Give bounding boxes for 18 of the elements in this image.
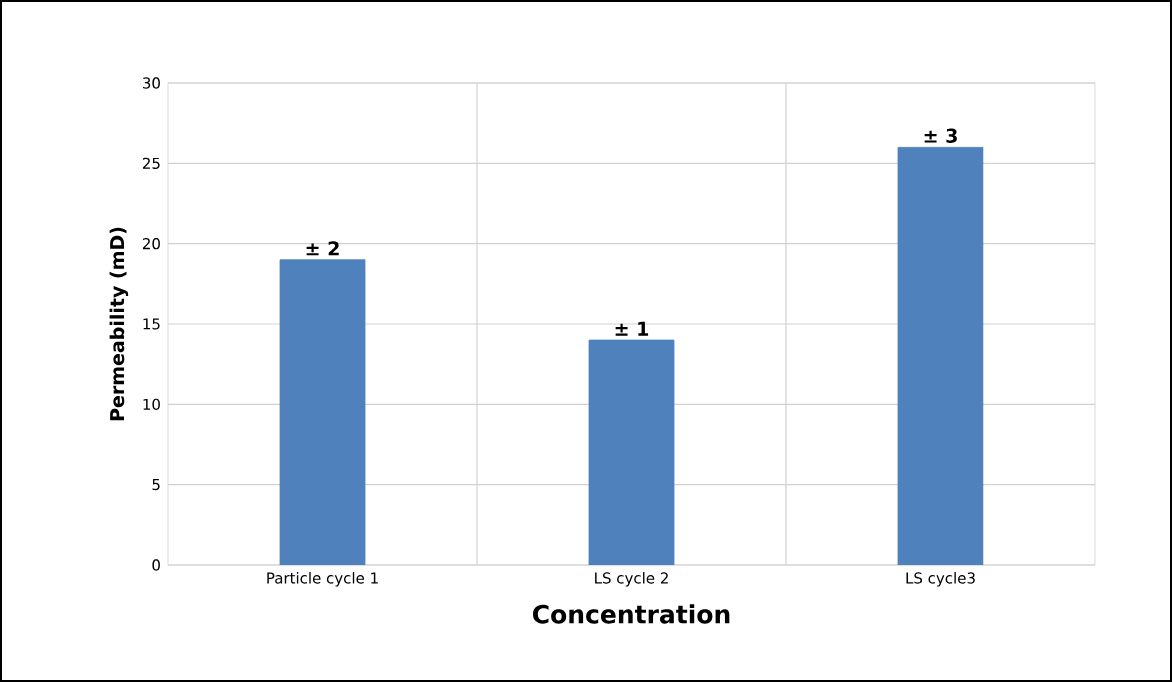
x-axis-title: Concentration xyxy=(532,604,730,624)
annotation: ± 1 xyxy=(615,321,649,336)
bar xyxy=(588,339,675,565)
y-tick-label: 10 xyxy=(143,398,160,411)
y-axis-title: Permeability (mD) xyxy=(109,227,129,421)
y-tick-label: 30 xyxy=(142,77,160,89)
x-tick-label: LS cycle 2 xyxy=(595,572,668,587)
annotation: ± 3 xyxy=(924,128,957,143)
annotation: ± 2 xyxy=(306,241,339,256)
y-tick-label: 15 xyxy=(143,318,160,330)
y-tick-label: 0 xyxy=(152,559,160,571)
bar xyxy=(897,146,984,565)
x-tick-label: Particle cycle 1 xyxy=(267,572,378,587)
bar xyxy=(279,259,366,565)
x-tick-label: LS cycle3 xyxy=(906,572,975,587)
y-tick-label: 25 xyxy=(142,157,160,170)
y-tick-label: 5 xyxy=(152,479,160,491)
y-tick-label: 20 xyxy=(142,237,160,250)
